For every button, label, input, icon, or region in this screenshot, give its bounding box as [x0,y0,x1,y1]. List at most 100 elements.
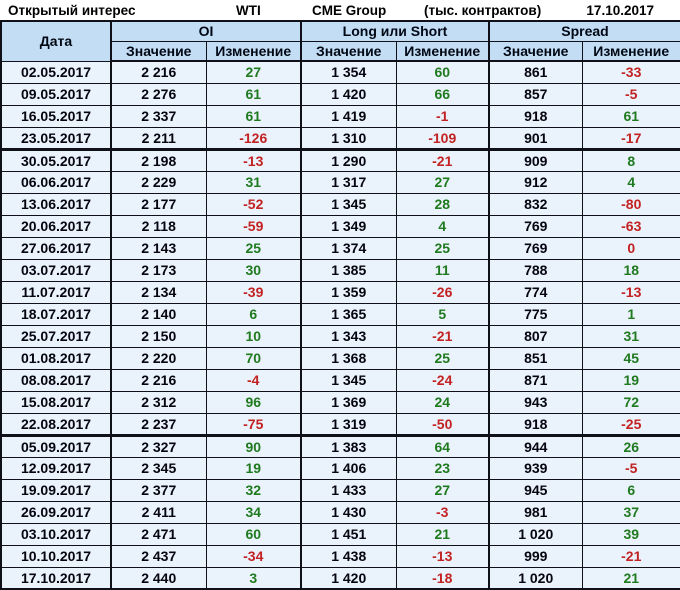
long-short-value-cell[interactable]: 1 420 [300,566,397,590]
oi-change-cell[interactable]: -52 [205,192,302,216]
spread-change-cell[interactable]: -25 [581,412,680,437]
col-header-oi-value[interactable]: Значение [110,40,207,62]
long-short-value-cell[interactable]: 1 419 [300,104,397,128]
long-short-value-cell[interactable]: 1 359 [300,280,397,304]
col-header-long-short-change[interactable]: Изменение [395,40,490,62]
long-short-change-cell[interactable]: 60 [395,60,490,84]
spread-value-cell[interactable]: 851 [488,346,583,370]
long-short-change-cell[interactable]: -21 [395,324,490,348]
spread-value-cell[interactable]: 909 [488,148,583,172]
spread-change-cell[interactable]: 26 [581,434,680,458]
long-short-value-cell[interactable]: 1 374 [300,236,397,260]
long-short-change-cell[interactable]: 64 [395,434,490,458]
oi-change-cell[interactable]: -126 [205,126,302,151]
col-group-oi[interactable]: OI [110,20,302,42]
long-short-value-cell[interactable]: 1 368 [300,346,397,370]
spread-value-cell[interactable]: 918 [488,412,583,437]
col-header-spread-change[interactable]: Изменение [581,40,680,62]
long-short-value-cell[interactable]: 1 420 [300,82,397,106]
date-cell[interactable]: 10.10.2017 [0,544,112,568]
spread-value-cell[interactable]: 788 [488,258,583,282]
spread-change-cell[interactable]: 4 [581,170,680,194]
long-short-value-cell[interactable]: 1 365 [300,302,397,326]
col-header-oi-change[interactable]: Изменение [205,40,302,62]
spread-value-cell[interactable]: 918 [488,104,583,128]
spread-change-cell[interactable]: 0 [581,236,680,260]
spread-change-cell[interactable]: 37 [581,500,680,524]
oi-value-cell[interactable]: 2 411 [110,500,207,524]
spread-value-cell[interactable]: 939 [488,456,583,480]
spread-value-cell[interactable]: 769 [488,236,583,260]
long-short-value-cell[interactable]: 1 433 [300,478,397,502]
spread-value-cell[interactable]: 945 [488,478,583,502]
long-short-change-cell[interactable]: 25 [395,236,490,260]
long-short-value-cell[interactable]: 1 369 [300,390,397,414]
date-cell[interactable]: 13.06.2017 [0,192,112,216]
long-short-change-cell[interactable]: -3 [395,500,490,524]
oi-change-cell[interactable]: 25 [205,236,302,260]
long-short-change-cell[interactable]: 11 [395,258,490,282]
oi-change-cell[interactable]: 10 [205,324,302,348]
spread-change-cell[interactable]: 8 [581,148,680,172]
long-short-value-cell[interactable]: 1 290 [300,148,397,172]
date-cell[interactable]: 06.06.2017 [0,170,112,194]
oi-change-cell[interactable]: -59 [205,214,302,238]
long-short-value-cell[interactable]: 1 406 [300,456,397,480]
oi-value-cell[interactable]: 2 216 [110,60,207,84]
date-cell[interactable]: 16.05.2017 [0,104,112,128]
spread-change-cell[interactable]: 1 [581,302,680,326]
oi-value-cell[interactable]: 2 150 [110,324,207,348]
spread-value-cell[interactable]: 774 [488,280,583,304]
spread-change-cell[interactable]: 39 [581,522,680,546]
oi-value-cell[interactable]: 2 220 [110,346,207,370]
oi-change-cell[interactable]: -34 [205,544,302,568]
long-short-change-cell[interactable]: 27 [395,478,490,502]
date-cell[interactable]: 03.10.2017 [0,522,112,546]
long-short-value-cell[interactable]: 1 345 [300,368,397,392]
oi-change-cell[interactable]: 19 [205,456,302,480]
oi-change-cell[interactable]: 61 [205,104,302,128]
long-short-change-cell[interactable]: -1 [395,104,490,128]
oi-value-cell[interactable]: 2 140 [110,302,207,326]
oi-change-cell[interactable]: -75 [205,412,302,437]
long-short-value-cell[interactable]: 1 385 [300,258,397,282]
spread-change-cell[interactable]: -33 [581,60,680,84]
spread-change-cell[interactable]: -21 [581,544,680,568]
oi-change-cell[interactable]: -13 [205,148,302,172]
long-short-change-cell[interactable]: -50 [395,412,490,437]
spread-value-cell[interactable]: 775 [488,302,583,326]
oi-change-cell[interactable]: 32 [205,478,302,502]
date-cell[interactable]: 18.07.2017 [0,302,112,326]
oi-value-cell[interactable]: 2 229 [110,170,207,194]
spread-value-cell[interactable]: 832 [488,192,583,216]
oi-change-cell[interactable]: 3 [205,566,302,590]
oi-value-cell[interactable]: 2 337 [110,104,207,128]
long-short-value-cell[interactable]: 1 310 [300,126,397,151]
date-cell[interactable]: 09.05.2017 [0,82,112,106]
spread-change-cell[interactable]: 6 [581,478,680,502]
spread-value-cell[interactable]: 861 [488,60,583,84]
oi-change-cell[interactable]: 60 [205,522,302,546]
oi-change-cell[interactable]: 70 [205,346,302,370]
oi-value-cell[interactable]: 2 377 [110,478,207,502]
spread-change-cell[interactable]: -5 [581,82,680,106]
oi-value-cell[interactable]: 2 211 [110,126,207,151]
long-short-change-cell[interactable]: -21 [395,148,490,172]
date-cell[interactable]: 15.08.2017 [0,390,112,414]
long-short-value-cell[interactable]: 1 343 [300,324,397,348]
oi-change-cell[interactable]: 96 [205,390,302,414]
long-short-change-cell[interactable]: 23 [395,456,490,480]
long-short-change-cell[interactable]: -18 [395,566,490,590]
date-cell[interactable]: 27.06.2017 [0,236,112,260]
oi-value-cell[interactable]: 2 237 [110,412,207,437]
date-cell[interactable]: 26.09.2017 [0,500,112,524]
long-short-value-cell[interactable]: 1 349 [300,214,397,238]
spread-value-cell[interactable]: 981 [488,500,583,524]
oi-value-cell[interactable]: 2 177 [110,192,207,216]
oi-change-cell[interactable]: 27 [205,60,302,84]
date-cell[interactable]: 23.05.2017 [0,126,112,151]
oi-change-cell[interactable]: 31 [205,170,302,194]
oi-value-cell[interactable]: 2 276 [110,82,207,106]
date-cell[interactable]: 22.08.2017 [0,412,112,437]
oi-change-cell[interactable]: 61 [205,82,302,106]
